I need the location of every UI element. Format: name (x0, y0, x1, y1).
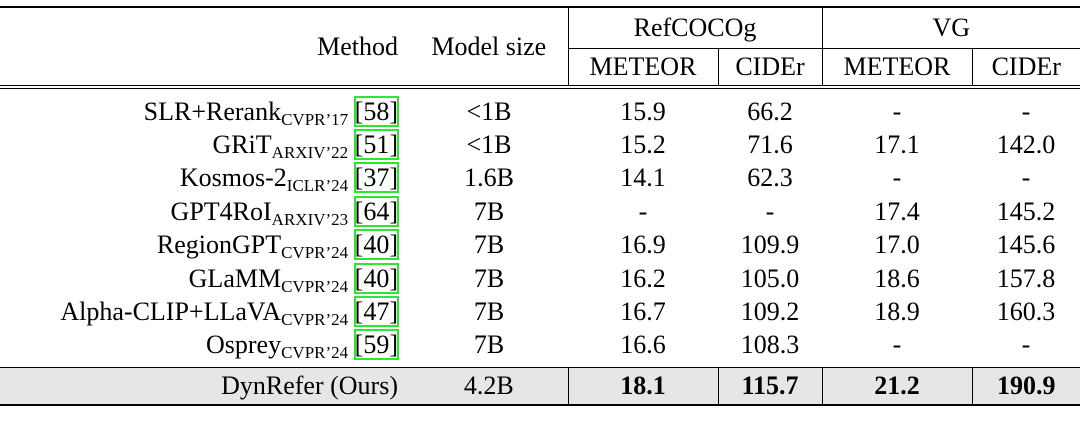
table-row: GLaMMCVPR’24 [40] 7B 16.2 105.0 18.6 157.8 (0, 262, 1080, 295)
value-cell: 16.9 (620, 230, 666, 260)
header-cell: CIDEr (971, 48, 1080, 87)
header-cell: METEOR (821, 48, 972, 87)
results-table: Method Model size RefCOCOg VG METEOR CID… (0, 6, 1080, 407)
venue: CVPR’24 (281, 343, 349, 363)
venue: ARXIV’23 (271, 209, 349, 229)
model-size: 7B (473, 230, 505, 260)
value-cell: 16.2 (620, 263, 666, 293)
model-size: 1.6B (464, 163, 514, 193)
venue: ARXIV’22 (271, 143, 349, 163)
citation: [40] (353, 229, 400, 261)
model-size: 7B (473, 330, 505, 360)
method-cell: DynRefer (Ours) (0, 367, 410, 406)
value-cell: 142.0 (996, 130, 1056, 160)
citation: [37] (353, 162, 400, 194)
table-row: GRiTARXIV’22 [51] <1B 15.2 71.6 17.1 142.0 (0, 128, 1080, 161)
value-cell: 16.6 (620, 330, 666, 360)
value-cell: 109.9 (740, 230, 800, 260)
table-row: DynRefer (Ours) 4.2B 18.1 115.7 21.2 190.9 (0, 367, 1080, 406)
table-row: SLR+RerankCVPR’17 [58] <1B 15.9 66.2 - - (0, 87, 1080, 128)
method-name: GLaMM (188, 263, 282, 293)
value-cell: 109.2 (740, 297, 800, 327)
table-row: RegionGPTCVPR’24 [40] 7B 16.9 109.9 17.0 145.… (0, 229, 1080, 262)
method-cell: GLaMMCVPR’24 [40] (0, 262, 410, 295)
table-row: OspreyCVPR’24 [59] 7B 16.6 108.3 - - (0, 329, 1080, 362)
value-cell: 16.7 (620, 297, 666, 327)
value-cell: 17.0 (874, 230, 920, 260)
value-cell: 157.8 (996, 263, 1056, 293)
group-header: RefCOCOg (567, 7, 822, 49)
model-size: 7B (473, 263, 505, 293)
value-cell: 145.2 (996, 196, 1056, 226)
method-name: Kosmos-2 (179, 163, 287, 193)
venue: CVPR’24 (281, 243, 349, 263)
value-cell: 62.3 (747, 163, 793, 193)
value-cell: 14.1 (620, 163, 666, 193)
method-cell: SLR+RerankCVPR’17 [58] (0, 87, 410, 128)
value-cell: - (1021, 96, 1031, 126)
value-cell: 15.9 (620, 96, 666, 126)
method-cell: RegionGPTCVPR’24 [40] (0, 229, 410, 262)
header-cell: METEOR (567, 48, 718, 87)
value-cell: - (892, 330, 902, 360)
method-name: Alpha-CLIP+LLaVA (60, 297, 282, 327)
table-row: Alpha-CLIP+LLaVACVPR’24 [47] 7B 16.7 109.2 1… (0, 295, 1080, 328)
value-cell: - (765, 196, 775, 226)
method-name: GPT4RoI (170, 196, 272, 226)
model-size: 4.2B (410, 367, 568, 406)
citation: [51] (353, 129, 400, 161)
value-cell: 108.3 (740, 330, 800, 360)
value-cell: 145.6 (996, 230, 1056, 260)
method-cell: OspreyCVPR’24 [59] (0, 329, 410, 362)
citation: [64] (353, 195, 400, 227)
model-size: <1B (466, 96, 512, 126)
group-header: VG (821, 7, 1080, 49)
value-cell: 18.1 (567, 367, 718, 406)
header-cell: Method (317, 31, 398, 61)
value-cell: - (892, 96, 902, 126)
citation: [58] (353, 95, 400, 127)
table-row: Kosmos-2ICLR’24 [37] 1.6B 14.1 62.3 - - (0, 162, 1080, 195)
value-cell: 160.3 (996, 297, 1056, 327)
value-cell: 17.4 (874, 196, 920, 226)
model-size: <1B (466, 130, 512, 160)
venue: CVPR’24 (281, 310, 349, 330)
value-cell: - (638, 196, 648, 226)
table-row: GPT4RoIARXIV’23 [64] 7B - - 17.4 145.2 (0, 195, 1080, 228)
value-cell: 18.9 (874, 297, 920, 327)
value-cell: - (1021, 330, 1031, 360)
citation: [40] (353, 262, 400, 294)
citation: [47] (353, 296, 400, 328)
method-cell: Kosmos-2ICLR’24 [37] (0, 162, 410, 195)
method-cell: GRiTARXIV’22 [51] (0, 128, 410, 161)
method-name: Osprey (206, 330, 282, 360)
model-size: 7B (473, 297, 505, 327)
method-name: SLR+Rerank (143, 96, 282, 126)
header-cell: Model size (431, 31, 547, 61)
value-cell: - (1021, 163, 1031, 193)
method-cell: GPT4RoIARXIV’23 [64] (0, 195, 410, 228)
citation: [59] (353, 329, 400, 361)
value-cell: 18.6 (874, 263, 920, 293)
value-cell: 71.6 (747, 130, 793, 160)
table-body: SLR+RerankCVPR’17 [58] <1B 15.9 66.2- - GRiTA… (0, 87, 1080, 406)
value-cell: 190.9 (971, 367, 1080, 406)
value-cell: - (892, 163, 902, 193)
model-size: 7B (473, 196, 505, 226)
header-cell: CIDEr (717, 48, 822, 87)
venue: CVPR’24 (281, 276, 349, 296)
value-cell: 66.2 (747, 96, 793, 126)
value-cell: 115.7 (717, 367, 822, 406)
method-cell: Alpha-CLIP+LLaVACVPR’24 [47] (0, 295, 410, 328)
method-name: GRiT (212, 130, 272, 160)
method-name: RegionGPT (156, 230, 282, 260)
venue: CVPR’17 (281, 109, 349, 129)
value-cell: 105.0 (740, 263, 800, 293)
venue: ICLR’24 (286, 176, 349, 196)
value-cell: 15.2 (620, 130, 666, 160)
value-cell: 17.1 (874, 130, 920, 160)
value-cell: 21.2 (821, 367, 972, 406)
